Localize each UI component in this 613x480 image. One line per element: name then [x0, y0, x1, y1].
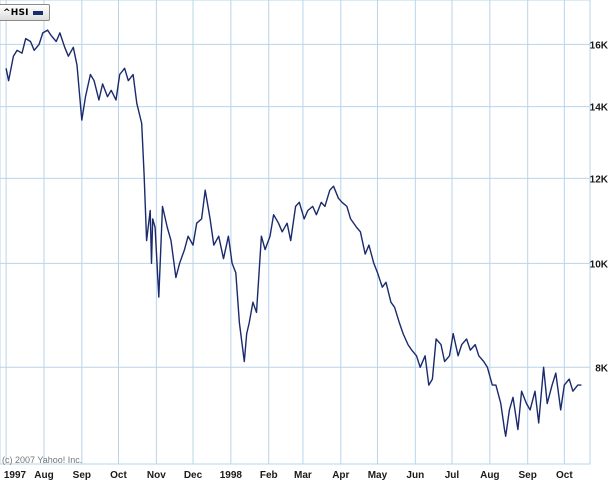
x-tick-label: Aug: [34, 470, 53, 480]
x-tick-label: Nov: [147, 470, 166, 480]
x-tick-label: 1997: [4, 470, 27, 480]
x-tick-label: Sep: [73, 470, 91, 480]
x-tick-label: Oct: [556, 470, 573, 480]
x-tick-label: Mar: [294, 470, 312, 480]
legend-label: ^HSI: [3, 7, 29, 18]
y-axis-tick-labels: 8K 10K 12K 14K 16K: [590, 40, 609, 374]
x-tick-label: Apr: [332, 470, 349, 480]
vertical-gridlines: [5, 0, 565, 464]
y-tick-label: 16K: [590, 40, 609, 51]
symbol-legend-button[interactable]: ^HSI: [0, 4, 50, 21]
legend-swatch-icon: [32, 10, 43, 15]
x-axis-tick-labels: 1997 Aug Sep Oct Nov Dec 1998 Feb Mar Apr May Jun Ju…: [4, 470, 573, 480]
horizontal-gridlines: [0, 43, 590, 368]
x-tick-label: May: [368, 470, 388, 480]
x-tick-label: Dec: [184, 470, 203, 480]
x-tick-label: Feb: [260, 470, 278, 480]
x-tick-label: Sep: [519, 470, 537, 480]
x-tick-label: Aug: [480, 470, 499, 480]
x-tick-label: Jun: [406, 470, 424, 480]
x-tick-label: 1998: [220, 470, 243, 480]
y-tick-label: 8K: [595, 363, 609, 374]
copyright-notice: (c) 2007 Yahoo! Inc.: [2, 455, 83, 465]
x-tick-label: Jul: [445, 470, 460, 480]
x-tick-label: Oct: [110, 470, 127, 480]
y-tick-label: 12K: [590, 174, 609, 185]
hsi-price-line: [5, 29, 582, 437]
y-tick-label: 14K: [590, 103, 609, 114]
y-tick-label: 10K: [590, 259, 609, 270]
chart-frame: [0, 0, 591, 465]
